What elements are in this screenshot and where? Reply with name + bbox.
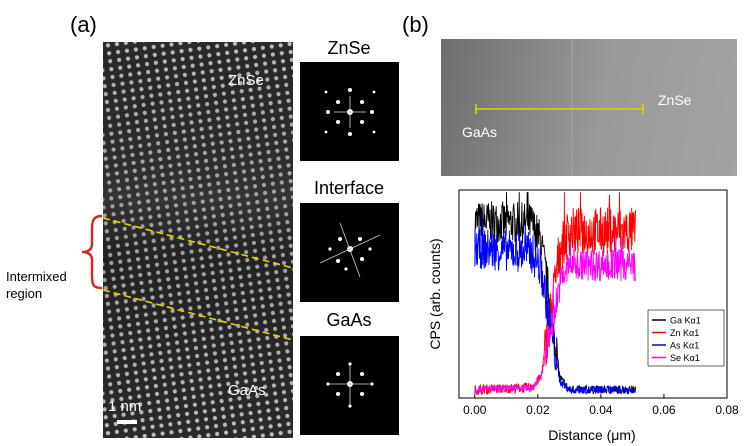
intermixed-bracket [81,214,103,290]
tem-label-gaas: GaAs [228,382,266,399]
x-tick-label: 0.00 [463,403,487,417]
fft-gaas [300,336,399,435]
legend-entry: Se Kα1 [670,353,700,363]
side-label-line-1: Intermixed [6,269,67,284]
tem-label-znse: ZnSe [228,72,264,89]
series-line-2 [474,214,637,395]
intermixed-region-label: Intermixed region [6,268,67,302]
stem-label-znse: ZnSe [658,92,692,108]
scale-bar [117,420,137,424]
x-tick-label: 0.08 [715,403,739,417]
fft-znse [300,62,399,161]
legend-entry: Ga Kα1 [670,316,701,326]
side-label-line-2: region [6,286,43,301]
fft-gaas-pattern [326,362,374,408]
y-axis-label: CPS (arb. counts) [427,238,443,349]
hrtem-image [103,42,293,438]
fft-interface [300,203,399,302]
fft-title-interface: Interface [313,178,385,198]
stem-overlay [475,39,644,176]
stem-label-gaas: GaAs [462,124,498,140]
legend-entry: As Kα1 [670,341,699,351]
legend-entry: Zn Kα1 [670,328,699,338]
scale-bar-label: 1 nm [108,398,142,415]
x-tick-label: 0.02 [526,403,550,417]
hrtem-lattice [103,42,293,438]
x-tick-label: 0.04 [589,403,613,417]
fft-znse-pattern [324,88,376,136]
panel-a-label: (a) [70,12,97,37]
series-line-3 [474,234,637,394]
series-line-0 [474,192,637,395]
fft-interface-pattern [319,222,381,278]
eds-line-profile-chart: 0.00 0.02 0.04 0.06 0.08 CPS (arb. counts) D… [427,189,739,443]
x-axis-label: Distance (μm) [548,427,635,443]
x-tick-label: 0.06 [652,403,676,417]
panel-b-label: (b) [402,12,429,37]
fft-title-znse: ZnSe [327,38,371,58]
stem-image [441,39,737,176]
fft-title-gaas: GaAs [326,310,372,330]
